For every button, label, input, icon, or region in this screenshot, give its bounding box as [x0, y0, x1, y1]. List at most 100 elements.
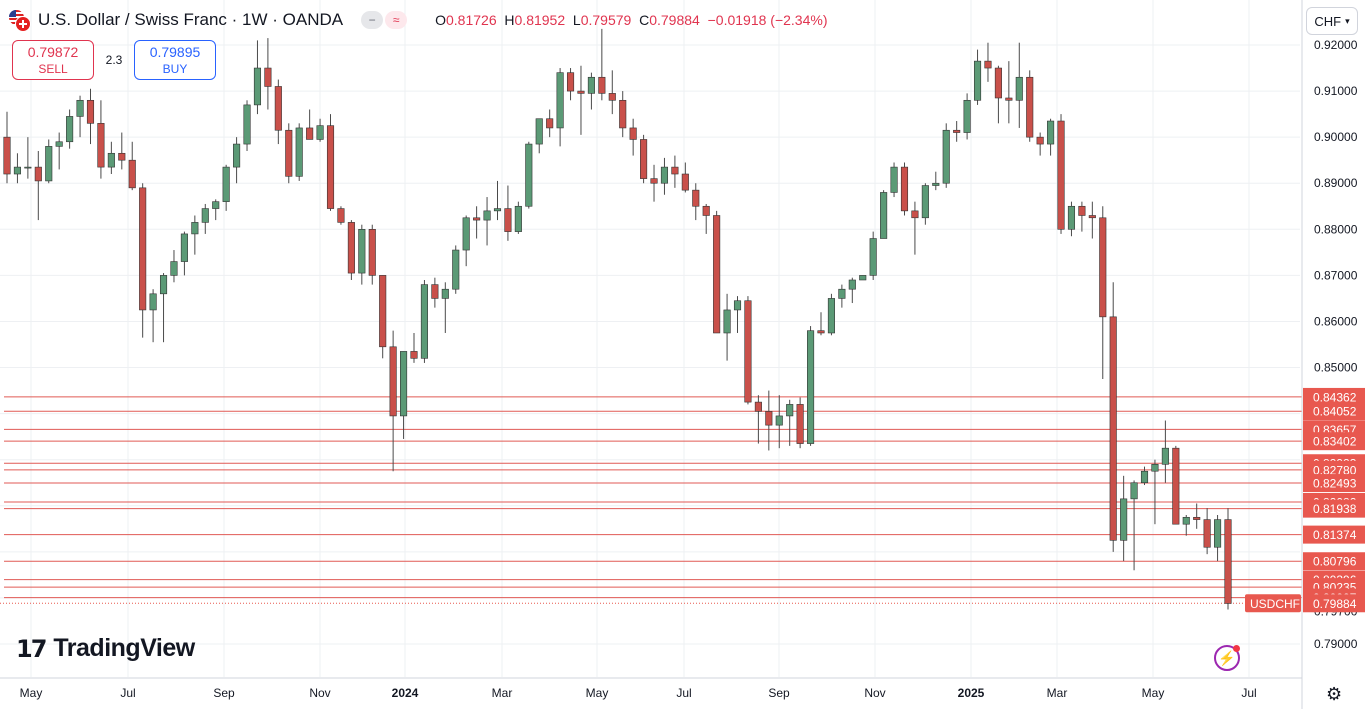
- candle-body: [128, 159, 136, 189]
- x-tick-label: Sep: [213, 686, 235, 700]
- settings-gear-icon[interactable]: ⚙: [1326, 684, 1343, 704]
- chevron-down-icon: ▾: [1345, 15, 1350, 26]
- candle-body: [1078, 205, 1086, 216]
- last-price-label-bg: [1303, 594, 1365, 613]
- x-tick-label: 2025: [958, 686, 985, 700]
- level-label: 0.84052: [1313, 405, 1357, 419]
- sell-button[interactable]: 0.79872 SELL: [12, 40, 94, 80]
- symbol-title[interactable]: U.S. Dollar / Swiss Franc · 1W · OANDA: [38, 10, 344, 29]
- candle-body: [723, 309, 731, 334]
- candle-body: [942, 129, 950, 184]
- level-label: 0.83402: [1313, 435, 1357, 449]
- level-label-bg: [1303, 432, 1365, 451]
- candle-body: [504, 208, 512, 232]
- candle-body: [180, 233, 188, 262]
- x-tick-label: Nov: [864, 686, 885, 700]
- x-tick-label: May: [586, 686, 609, 700]
- indicator-toggle[interactable]: − ≈: [361, 11, 408, 29]
- x-tick-label: May: [20, 686, 43, 700]
- level-label-bg: [1303, 474, 1365, 493]
- candle-body: [566, 72, 575, 92]
- y-tick-label: 0.88000: [1314, 222, 1358, 236]
- level-label: 0.80796: [1313, 555, 1357, 569]
- candle-body: [76, 99, 84, 117]
- candle-body: [953, 129, 961, 133]
- high-key: H: [504, 12, 515, 28]
- candle-body: [1120, 498, 1128, 541]
- candle-body: [326, 125, 335, 209]
- candle-body: [932, 182, 940, 186]
- candle-body: [911, 210, 919, 219]
- candle-body: [159, 275, 168, 295]
- candle-body: [608, 93, 616, 101]
- x-tick-label: May: [1142, 686, 1165, 700]
- level-label-bg: [1303, 552, 1365, 571]
- tradingview-logo[interactable]: 17 TradingView: [16, 634, 195, 663]
- candle-body: [66, 116, 74, 143]
- y-tick-label: 0.89000: [1314, 176, 1358, 190]
- candle-body: [660, 166, 669, 184]
- candle-body: [358, 229, 366, 274]
- candle-body: [97, 123, 105, 168]
- approx-icon[interactable]: ≈: [385, 11, 408, 29]
- candle-body: [1161, 447, 1169, 465]
- high-value: 0.81952: [514, 12, 566, 28]
- currency-button[interactable]: CHF ▾: [1306, 7, 1358, 35]
- candle-body: [1109, 316, 1117, 541]
- x-tick-label: Sep: [768, 686, 790, 700]
- candle-body: [1140, 470, 1149, 484]
- level-label-bg: [1303, 387, 1365, 406]
- candle-body: [546, 118, 554, 129]
- candle-body: [838, 288, 846, 299]
- sell-price: 0.79872: [27, 44, 79, 60]
- candle-body: [452, 249, 460, 290]
- candle-body: [859, 275, 867, 281]
- candle-body: [587, 76, 595, 94]
- candle-body: [1172, 447, 1180, 525]
- candle-body: [379, 275, 387, 348]
- candle-body: [744, 300, 752, 403]
- candle-body: [24, 166, 32, 169]
- candle-body: [984, 60, 992, 69]
- candle-body: [1057, 120, 1065, 230]
- candle-body: [306, 127, 314, 140]
- buy-button[interactable]: 0.79895 BUY: [134, 40, 216, 80]
- candle-body: [880, 192, 888, 239]
- candle-body: [420, 284, 428, 359]
- lightning-icon[interactable]: ⚡: [1214, 645, 1240, 671]
- ohlc-readout: O0.81726 H0.81952 L0.79579 C0.79884 −0.0…: [435, 12, 827, 28]
- candle-body: [577, 90, 585, 94]
- x-tick-label: Mar: [492, 686, 513, 700]
- candle-body: [786, 404, 794, 417]
- candle-body: [243, 104, 251, 145]
- y-tick-label: 0.91000: [1314, 84, 1358, 98]
- candle-body: [765, 411, 773, 426]
- candle-body: [337, 208, 345, 223]
- y-tick-label: 0.85000: [1314, 361, 1358, 375]
- currency-label: CHF: [1314, 13, 1342, 29]
- candle-body: [681, 173, 689, 191]
- usd-chf-flag-icon: [8, 9, 31, 32]
- minus-icon[interactable]: −: [361, 11, 384, 29]
- candle-body: [1015, 76, 1023, 101]
- candle-body: [139, 187, 147, 311]
- candle-body: [264, 67, 272, 87]
- candle-body: [525, 143, 533, 207]
- level-label: 0.81938: [1313, 502, 1357, 516]
- candle-body: [1214, 519, 1222, 548]
- candle-body: [233, 143, 241, 168]
- x-tick-label: 2024: [392, 686, 419, 700]
- open-value: 0.81726: [446, 12, 497, 28]
- candle-body: [650, 178, 658, 184]
- candle-body: [45, 146, 53, 182]
- candle-body: [827, 298, 835, 334]
- candle-body: [598, 76, 606, 94]
- candle-body: [1151, 463, 1159, 472]
- candle-body: [316, 125, 324, 140]
- candle-body: [671, 166, 679, 175]
- candle-body: [807, 330, 815, 444]
- candle-body: [118, 152, 126, 161]
- candle-body: [212, 201, 220, 209]
- candle-body: [13, 166, 21, 175]
